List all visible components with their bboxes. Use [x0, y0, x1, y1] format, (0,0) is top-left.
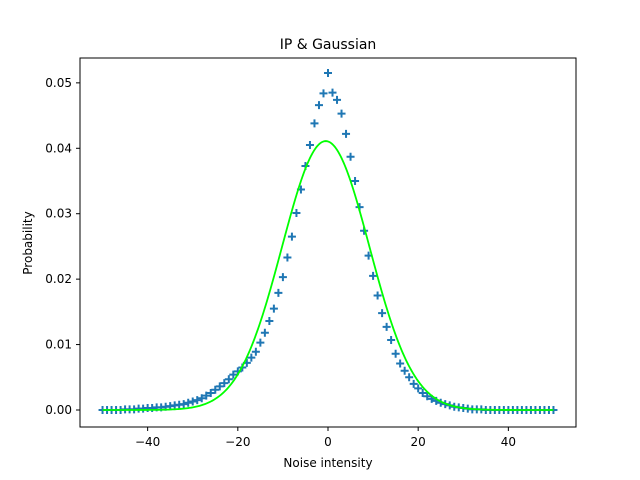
scatter-point — [351, 177, 360, 185]
scatter-point — [387, 335, 396, 344]
scatter-point — [328, 88, 337, 97]
scatter-point — [333, 95, 342, 104]
scatter-point — [202, 391, 211, 400]
scatter-point — [409, 379, 418, 388]
scatter-point — [229, 370, 238, 379]
x-axis: −40 −20 0 20 40 — [135, 427, 516, 449]
scatter-point — [251, 347, 260, 356]
scatter-point — [310, 119, 319, 128]
scatter-point — [256, 338, 265, 347]
x-tick-label: 20 — [411, 435, 426, 449]
y-tick-label: 0.03 — [45, 207, 72, 221]
y-tick-label: 0.05 — [45, 76, 72, 90]
plot-frame — [79, 57, 577, 428]
gaussian-line — [102, 140, 554, 411]
plot-area — [98, 69, 558, 414]
scatter-point — [269, 304, 278, 313]
x-tick-label: 0 — [324, 435, 332, 449]
scatter-point — [414, 384, 423, 393]
y-axis-label: Probability — [21, 211, 35, 274]
x-tick-label: −40 — [135, 435, 160, 449]
scatter-point — [400, 366, 409, 375]
scatter-point — [405, 373, 414, 382]
scatter-point — [206, 388, 215, 397]
scatter-point — [224, 375, 233, 384]
scatter-point — [378, 309, 387, 318]
scatter-point — [278, 273, 287, 282]
scatter-point — [369, 271, 378, 280]
scatter-point — [184, 398, 193, 407]
x-axis-label: Noise intensity — [283, 456, 372, 470]
y-tick-label: 0.00 — [45, 403, 72, 417]
scatter-point — [314, 101, 323, 110]
chart-title: IP & Gaussian — [280, 37, 377, 53]
scatter-point — [179, 400, 188, 409]
scatter-point — [197, 394, 206, 403]
scatter-point — [373, 291, 382, 300]
scatter-point — [342, 129, 351, 138]
scatter-point — [287, 232, 296, 241]
scatter-point — [391, 349, 400, 358]
scatter-point — [193, 396, 202, 405]
scatter-point — [423, 392, 432, 401]
scatter-point — [319, 89, 328, 98]
y-tick-label: 0.01 — [45, 338, 72, 352]
scatter-point — [260, 328, 269, 337]
x-tick-label: −20 — [225, 435, 250, 449]
scatter-point — [265, 317, 274, 326]
scatter-point — [220, 379, 229, 388]
y-axis: 0.00 0.01 0.02 0.03 0.04 0.05 — [45, 76, 80, 417]
scatter-point — [324, 69, 332, 78]
scatter-point — [247, 353, 256, 362]
scatter-point — [346, 152, 355, 161]
scatter-point — [274, 288, 283, 297]
scatter-point — [337, 109, 346, 118]
scatter-point — [396, 359, 405, 368]
x-tick-label: 40 — [501, 435, 516, 449]
scatter-point — [283, 253, 292, 262]
y-tick-label: 0.02 — [45, 272, 72, 286]
scatter-point — [382, 322, 391, 331]
scatter-point — [211, 385, 220, 394]
scatter-point — [188, 397, 197, 406]
scatter-point — [292, 209, 301, 218]
scatter-point — [305, 141, 314, 150]
scatter-point — [418, 388, 427, 397]
scatter-point — [215, 382, 224, 391]
y-tick-label: 0.04 — [45, 141, 72, 155]
